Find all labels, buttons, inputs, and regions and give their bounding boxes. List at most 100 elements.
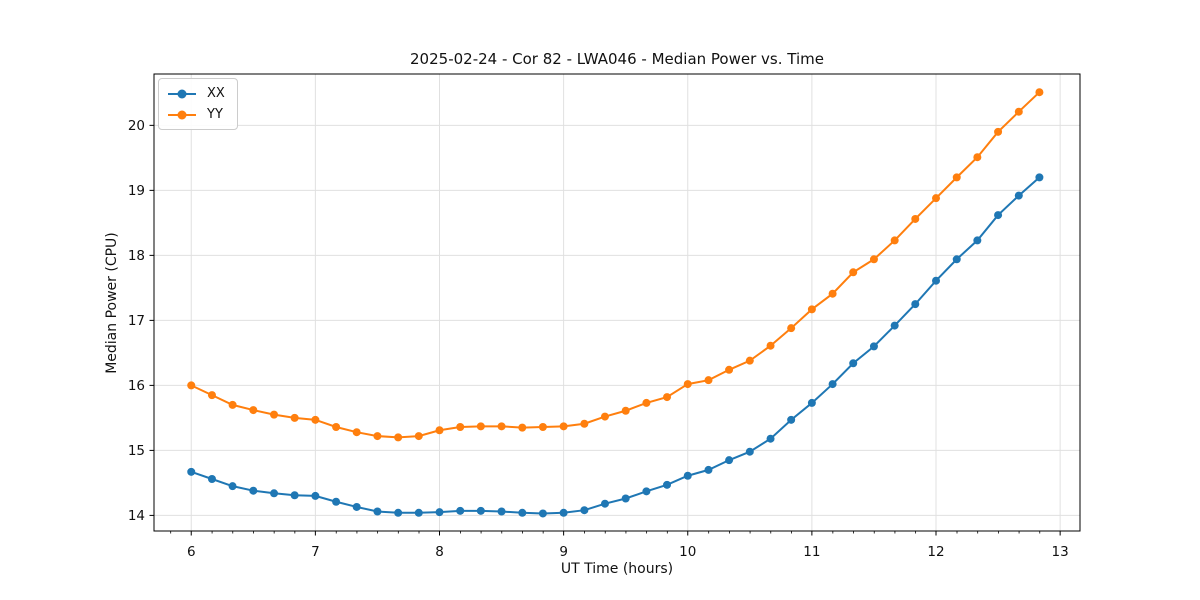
series-XX-marker — [476, 506, 485, 515]
series-YY-marker — [476, 422, 485, 431]
x-tick-label-8: 8 — [435, 544, 444, 560]
series-XX-marker — [787, 415, 796, 424]
x-tick-label-12: 12 — [927, 544, 944, 560]
y-tick-label-18: 18 — [128, 248, 145, 264]
series-XX-marker — [435, 508, 444, 517]
legend-label-YY: YY — [207, 107, 223, 122]
series-YY-marker — [518, 423, 527, 432]
y-tick-label-17: 17 — [128, 313, 145, 329]
series-YY-marker — [559, 422, 568, 431]
series-YY-marker — [394, 433, 403, 442]
series-XX-marker — [373, 507, 382, 516]
series-YY-marker — [187, 381, 196, 390]
y-tick-label-20: 20 — [128, 118, 145, 134]
series-YY-marker — [270, 410, 279, 419]
series-XX-marker — [663, 480, 672, 489]
series-XX-marker — [1035, 173, 1044, 182]
series-XX-marker — [683, 471, 692, 480]
series-YY-marker — [973, 153, 982, 162]
series-XX-marker — [1014, 191, 1023, 200]
legend-line-marker-icon — [168, 89, 196, 98]
series-YY-marker — [807, 305, 816, 314]
series-YY-marker — [456, 422, 465, 431]
legend-label-XX: XX — [207, 86, 225, 101]
series-XX-marker — [270, 489, 279, 498]
series-YY-marker — [704, 376, 713, 385]
series-XX-marker — [311, 491, 320, 500]
series-XX-line — [190, 176, 1041, 515]
y-tick-label-14: 14 — [128, 508, 145, 524]
series-XX-marker — [704, 465, 713, 474]
series-XX-marker — [456, 506, 465, 515]
legend: XX YY — [158, 78, 238, 130]
series-YY-marker — [435, 426, 444, 435]
series-XX-marker — [745, 447, 754, 456]
x-tick-label-7: 7 — [311, 544, 320, 560]
series-YY-marker — [932, 194, 941, 203]
series-XX-marker — [725, 456, 734, 465]
series-XX-marker — [600, 499, 609, 508]
series-YY-marker — [787, 324, 796, 333]
series-XX-marker — [228, 482, 237, 491]
series-XX-marker — [187, 467, 196, 476]
series-YY-marker — [766, 341, 775, 350]
series-YY-marker — [580, 419, 589, 428]
legend-item-YY: YY — [166, 105, 225, 124]
x-tick-label-10: 10 — [679, 544, 696, 560]
x-axis-label: UT Time (hours) — [560, 561, 674, 577]
series-YY-marker — [373, 432, 382, 441]
series-XX-marker — [973, 236, 982, 245]
series-XX-marker — [538, 509, 547, 518]
y-tick-label-16: 16 — [128, 378, 145, 394]
series-YY-marker — [683, 380, 692, 389]
series-XX-marker — [932, 276, 941, 285]
x-tick-label-13: 13 — [1052, 544, 1069, 560]
chart-title: 2025-02-24 - Cor 82 - LWA046 - Median Po… — [410, 50, 824, 68]
series-XX-marker — [290, 491, 299, 500]
series-YY-marker — [497, 422, 506, 431]
series-XX-marker — [497, 507, 506, 516]
y-tick-label-19: 19 — [128, 183, 145, 199]
series-XX-marker — [332, 497, 341, 506]
x-tick-label-11: 11 — [803, 544, 820, 560]
series-XX-marker — [352, 502, 361, 511]
series-YY-marker — [642, 398, 651, 407]
series-YY-marker — [952, 173, 961, 182]
series-XX-marker — [766, 434, 775, 443]
series-XX-marker — [807, 398, 816, 407]
series-XX-marker — [869, 342, 878, 351]
series-YY-marker — [621, 406, 630, 415]
series-XX-marker — [559, 508, 568, 517]
series-XX-marker — [207, 474, 216, 483]
series-YY-marker — [1014, 107, 1023, 116]
series-XX-marker — [621, 494, 630, 503]
series-YY-marker — [890, 236, 899, 245]
series-YY-marker — [725, 365, 734, 374]
series-YY-marker — [828, 289, 837, 298]
series-XX-marker — [890, 321, 899, 330]
series-XX-marker — [518, 508, 527, 517]
series-YY-marker — [332, 422, 341, 431]
series-XX-marker — [911, 300, 920, 309]
x-tick-label-9: 9 — [559, 544, 568, 560]
series-XX-marker — [828, 380, 837, 389]
series-XX-marker — [414, 508, 423, 517]
series-YY-marker — [663, 393, 672, 402]
series-XX-marker — [994, 211, 1003, 220]
legend-item-XX: XX — [166, 84, 225, 103]
series-YY-marker — [249, 406, 258, 415]
series-YY-marker — [1035, 88, 1044, 97]
series-XX-marker — [642, 487, 651, 496]
y-axis-label: Median Power (CPU) — [104, 232, 120, 374]
series-XX-marker — [952, 255, 961, 264]
legend-line-marker-icon — [168, 110, 196, 119]
series-YY-marker — [352, 428, 361, 437]
series-XX-marker — [580, 506, 589, 515]
series-YY-marker — [849, 268, 858, 277]
series-YY-marker — [994, 127, 1003, 136]
series-YY-marker — [207, 391, 216, 400]
y-tick-label-15: 15 — [128, 443, 145, 459]
series-YY-marker — [311, 415, 320, 424]
